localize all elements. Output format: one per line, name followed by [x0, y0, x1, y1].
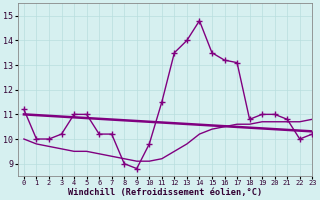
X-axis label: Windchill (Refroidissement éolien,°C): Windchill (Refroidissement éolien,°C): [68, 188, 262, 197]
